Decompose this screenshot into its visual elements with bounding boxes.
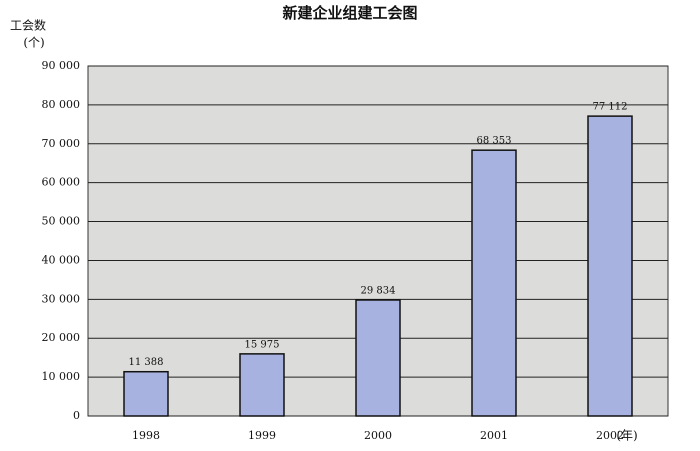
data-label: 29 834: [361, 285, 396, 296]
data-label: 15 975: [245, 339, 280, 350]
y-axis-label: 工会数: [10, 18, 46, 33]
bar: [587, 115, 633, 417]
x-tick-label: 1999: [248, 429, 276, 442]
y-tick-label: 80 000: [42, 98, 81, 111]
y-tick-label: 10 000: [42, 370, 81, 383]
y-tick-label: 50 000: [42, 215, 81, 228]
x-tick-label: 1998: [132, 429, 160, 442]
x-tick-label: 2000: [364, 429, 392, 442]
data-label: 77 112: [593, 102, 628, 113]
y-tick-label: 0: [73, 409, 80, 422]
x-tick-label: 2002: [596, 429, 624, 442]
bar: [471, 149, 517, 417]
y-tick-label: 20 000: [42, 331, 81, 344]
y-tick-label: 70 000: [42, 137, 81, 150]
data-label: 11 388: [129, 357, 164, 368]
y-tick-label: 90 000: [42, 59, 81, 72]
bar: [355, 299, 401, 417]
bar: [239, 353, 285, 417]
y-axis-unit: (个): [23, 36, 44, 50]
y-tick-label: 40 000: [42, 253, 81, 266]
x-axis-unit: (年): [616, 429, 637, 443]
x-tick-label: 2001: [480, 429, 508, 442]
data-label: 68 353: [477, 136, 512, 147]
y-tick-label: 60 000: [42, 176, 81, 189]
chart-title: 新建企业组建工会图: [282, 4, 417, 22]
bar: [123, 370, 169, 417]
y-tick-label: 30 000: [42, 292, 81, 305]
